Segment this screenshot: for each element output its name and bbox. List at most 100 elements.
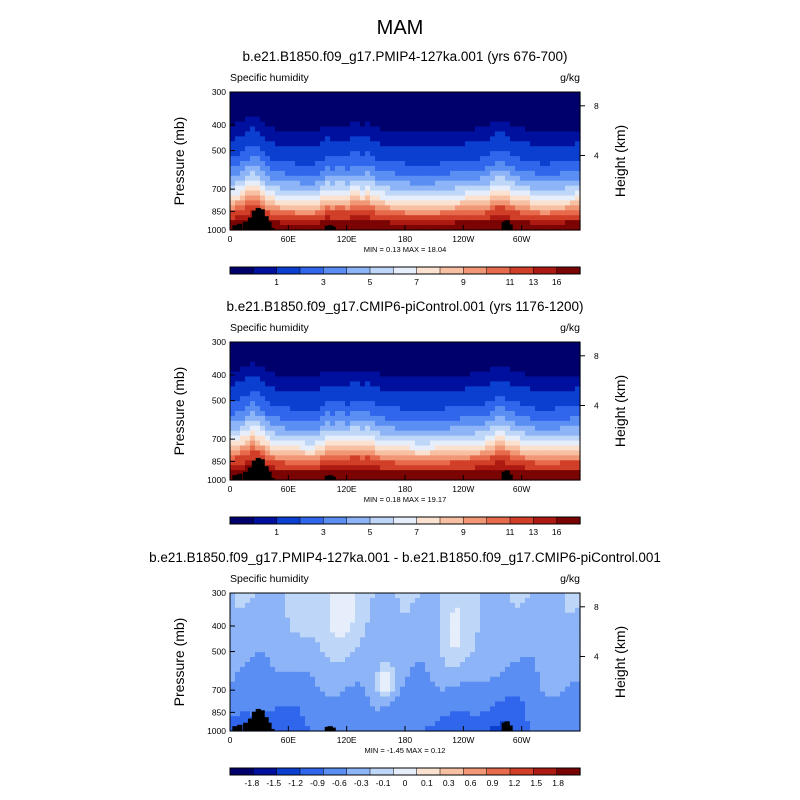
contour-cell (275, 440, 281, 447)
contour-cell (335, 376, 341, 383)
contour-cell (485, 190, 491, 197)
y2-axis-label: Height (km) (612, 375, 628, 447)
contour-cell (570, 356, 576, 363)
contour-cell (575, 602, 581, 609)
contour-cell (370, 430, 376, 437)
contour-cell (295, 220, 301, 226)
contour-cell (435, 106, 441, 113)
contour-cell (350, 401, 356, 407)
contour-cell (375, 637, 381, 643)
contour-cell (565, 126, 571, 133)
contour-cell (370, 126, 376, 133)
contour-cell (440, 92, 446, 98)
contour-cell (560, 445, 566, 452)
contour-cell (390, 190, 396, 197)
contour-cell (385, 637, 391, 643)
contour-cell (540, 396, 546, 402)
contour-cell (290, 190, 296, 197)
contour-cell (515, 460, 521, 466)
contour-cell (540, 215, 546, 221)
contour-cell (400, 356, 406, 363)
contour-cell (350, 141, 356, 147)
contour-cell (430, 637, 436, 643)
colorbar-label: 7 (414, 527, 419, 537)
contour-cell (310, 116, 316, 123)
contour-cell (465, 215, 471, 221)
contour-cell (435, 445, 441, 452)
contour-cell (415, 210, 421, 216)
colorbar-frame (229, 516, 581, 525)
contour-cell (490, 470, 496, 476)
contour-cell (500, 401, 506, 407)
contour-cell (520, 647, 526, 653)
contour-cell (320, 435, 326, 442)
contour-cell (355, 220, 361, 226)
contour-cell (230, 652, 236, 658)
contour-cell (360, 470, 366, 476)
contour-cell (245, 180, 251, 187)
contour-cell (555, 642, 561, 648)
contour-cell (320, 597, 326, 604)
contour-cell (545, 445, 551, 452)
contour-cell (525, 210, 531, 216)
contour-cell (535, 396, 541, 402)
contour-cell (325, 175, 331, 182)
contour-cell (465, 220, 471, 226)
contour-cell (375, 92, 381, 98)
contour-cell (475, 195, 481, 202)
contour-cell (490, 617, 496, 624)
contour-cell (470, 361, 476, 368)
contour-cell (440, 411, 446, 417)
contour-cell (250, 205, 256, 211)
contour-cell (435, 632, 441, 638)
contour-cell (455, 415, 461, 422)
contour-cell (565, 622, 571, 629)
contour-cell (540, 381, 546, 387)
contour-cell (550, 356, 556, 363)
contour-cell (535, 455, 541, 461)
contour-cell (390, 406, 396, 412)
contour-cell (385, 96, 391, 103)
contour-cell (350, 156, 356, 162)
contour-cell (450, 617, 456, 624)
contour-cell (465, 622, 471, 629)
contour-cell (555, 136, 561, 142)
contour-cell (355, 210, 361, 216)
contour-cell (420, 406, 426, 412)
contour-cell (485, 200, 491, 206)
contour-cell (360, 622, 366, 629)
contour-cell (540, 401, 546, 407)
contour-cell (510, 652, 516, 658)
contour-cell (335, 617, 341, 624)
contour-cell (405, 136, 411, 142)
contour-cell (565, 111, 571, 118)
contour-cell (370, 470, 376, 476)
contour-cell (550, 652, 556, 658)
contour-cell (515, 435, 521, 442)
contour-cell (400, 612, 406, 619)
contour-cell (280, 401, 286, 407)
contour-cell (360, 205, 366, 211)
contour-cell (245, 366, 251, 373)
contour-cell (525, 617, 531, 624)
contour-cell (250, 351, 256, 358)
contour-cell (565, 627, 571, 634)
contour-cell (445, 415, 451, 422)
contour-cell (410, 106, 416, 113)
contour-cell (420, 170, 426, 177)
contour-cell (495, 435, 501, 442)
terrain-column (247, 467, 254, 480)
contour-cell (245, 92, 251, 98)
contour-cell (340, 652, 346, 658)
contour-cell (495, 366, 501, 373)
contour-cell (235, 435, 241, 442)
contour-cell (340, 617, 346, 624)
contour-cell (450, 460, 456, 466)
contour-cell (455, 475, 461, 481)
contour-cell (290, 607, 296, 614)
contour-cell (245, 632, 251, 638)
contour-cell (400, 361, 406, 368)
contour-cell (320, 425, 326, 432)
contour-cell (485, 175, 491, 182)
contour-cell (360, 346, 366, 353)
